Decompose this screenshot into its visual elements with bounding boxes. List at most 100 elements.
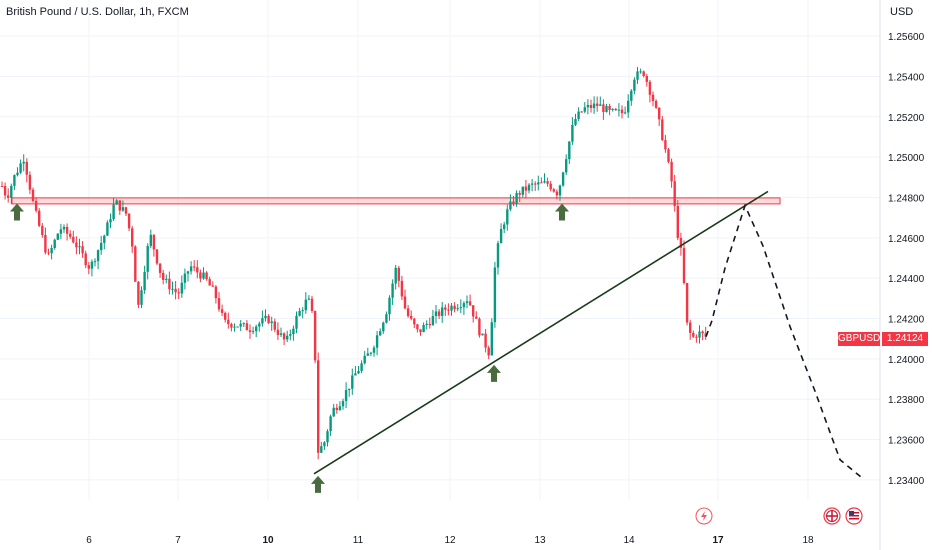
candle-body — [658, 107, 661, 120]
candle-body — [574, 119, 577, 125]
candle-body — [472, 305, 475, 317]
candle-body — [676, 206, 679, 238]
candle-body — [453, 305, 456, 310]
candle-body — [270, 321, 273, 324]
candle-body — [341, 401, 345, 407]
candle-body — [62, 226, 66, 230]
x-tick-label: 17 — [712, 535, 724, 546]
candle-body — [636, 71, 639, 80]
up-arrow-icon — [311, 475, 325, 493]
candle-body — [109, 219, 112, 223]
x-tick-label: 18 — [802, 535, 814, 546]
lightning-icon[interactable] — [695, 507, 713, 525]
candle-body — [410, 316, 413, 319]
candle-body — [481, 333, 484, 336]
candle-body — [44, 235, 47, 253]
candle-body — [75, 242, 78, 248]
candle-body — [72, 236, 75, 243]
candle-body — [630, 90, 633, 101]
candle-body — [509, 201, 512, 210]
x-tick-label: 6 — [86, 535, 92, 546]
candle-body — [208, 279, 211, 286]
candle-body — [475, 316, 478, 319]
flag-uk-icon[interactable] — [823, 507, 841, 525]
candle-body — [326, 431, 329, 443]
candle-body — [555, 191, 559, 196]
candle-body — [388, 297, 391, 315]
candle-body — [558, 185, 562, 196]
candle-body — [162, 272, 165, 280]
candle-body — [320, 446, 323, 453]
candle-body — [131, 228, 134, 247]
candle-body — [354, 373, 357, 376]
candle-body — [496, 243, 500, 268]
candle-body — [38, 210, 41, 226]
y-tick-label: 1.24200 — [888, 315, 925, 326]
candle-body — [227, 319, 230, 325]
symbol-badge[interactable]: GBPUSD — [838, 332, 881, 346]
candle-body — [614, 108, 617, 111]
candle-body — [146, 245, 149, 272]
candle-body — [468, 301, 472, 306]
candle-body — [242, 323, 245, 325]
x-tick-label: 10 — [262, 535, 274, 546]
candle-body — [434, 311, 438, 317]
grid-lines — [0, 0, 880, 500]
candle-body — [611, 108, 614, 110]
candle-body — [382, 322, 385, 332]
candle-body — [258, 323, 261, 327]
candle-body — [478, 318, 481, 336]
candle-body — [596, 103, 599, 106]
candle-body — [416, 324, 419, 330]
candle-body — [521, 186, 524, 195]
candle-body — [186, 271, 190, 274]
candle-body — [96, 250, 100, 262]
candle-body — [31, 189, 35, 201]
y-tick-label: 1.25200 — [888, 113, 925, 124]
candle-body — [645, 75, 648, 82]
candle-body — [623, 112, 627, 114]
candle-body — [112, 204, 115, 220]
candle-body — [56, 233, 59, 240]
candle-body — [335, 407, 338, 411]
candle-body — [351, 375, 354, 389]
currency-label: USD — [890, 6, 914, 18]
candle-body — [158, 263, 162, 273]
candle-body — [248, 330, 252, 332]
flag-us-icon[interactable] — [845, 507, 863, 525]
candle-body — [406, 308, 410, 317]
candle-body — [53, 239, 56, 248]
candle-body — [400, 280, 404, 297]
candle-body — [214, 286, 218, 299]
up-arrow-icon — [555, 203, 569, 221]
candle-body — [375, 335, 379, 348]
candle-body — [165, 278, 168, 280]
candle-body — [47, 252, 50, 254]
candle-body — [651, 94, 655, 101]
candle-body — [639, 71, 642, 73]
candle-body — [211, 285, 214, 287]
candle-body — [59, 229, 63, 234]
candle-body — [552, 189, 555, 192]
candle-body — [25, 161, 28, 175]
candle-body — [16, 172, 19, 176]
candle-body — [571, 124, 574, 142]
y-tick-label: 1.23400 — [888, 476, 925, 487]
projection-path — [705, 203, 863, 479]
candle-body — [673, 181, 676, 207]
candle-body — [317, 360, 320, 453]
x-tick-label: 11 — [353, 535, 364, 546]
candle-body — [279, 333, 283, 335]
candle-body — [379, 331, 382, 336]
candle-body — [633, 79, 636, 91]
y-tick-label: 1.23800 — [888, 395, 925, 406]
candle-body — [372, 347, 376, 353]
candle-body — [419, 329, 422, 333]
candle-body — [592, 103, 596, 109]
y-tick-label: 1.25400 — [888, 72, 925, 83]
candle-body — [199, 272, 202, 279]
candle-body — [565, 159, 568, 173]
candle-body — [490, 322, 493, 356]
candle-body — [304, 299, 307, 311]
